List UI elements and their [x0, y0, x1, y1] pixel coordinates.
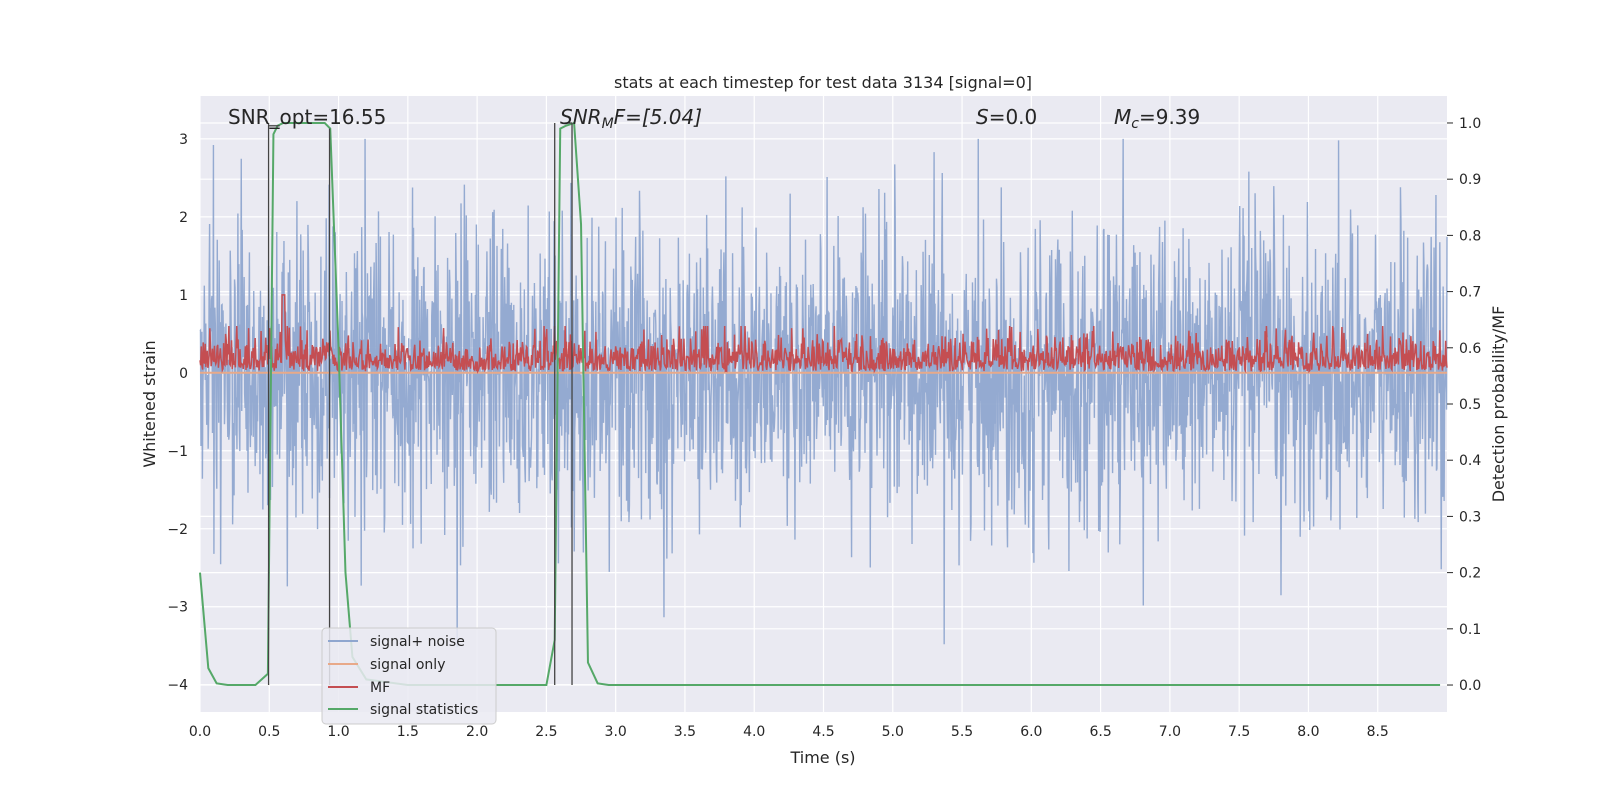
- y-right-tick-label: 0.1: [1459, 622, 1481, 638]
- annotation-snr-mf: SNRMF=[5.04]: [560, 105, 702, 132]
- annotation-snr-mf-rest-f: F=[5.04]: [614, 105, 702, 129]
- y-right-tick-label: 0.4: [1459, 453, 1481, 469]
- legend: signal+ noise signal only MF signal stat…: [321, 627, 497, 725]
- y-right-ticks: 0.0 0.1 0.2 0.3 0.4 0.5 0.6 0.7 0.8 0.9 1.0: [1447, 116, 1481, 694]
- legend-box: [321, 627, 497, 725]
- annotation-snr-mf-sub: M: [602, 116, 614, 132]
- x-axis-label: Time (s): [789, 748, 855, 767]
- y-tick-label: −3: [167, 600, 188, 616]
- x-tick-label: 3.5: [674, 724, 696, 740]
- y-right-tick-label: 0.5: [1459, 397, 1481, 413]
- legend-label-signal-statistics: signal statistics: [370, 702, 478, 718]
- y-tick-label: 1: [179, 288, 188, 304]
- x-tick-label: 6.0: [1020, 724, 1042, 740]
- x-tick-label: 8.5: [1367, 724, 1389, 740]
- y-right-tick-label: 0.9: [1459, 172, 1481, 188]
- y-tick-label: 0: [179, 366, 188, 382]
- y-tick-label: −2: [167, 522, 188, 538]
- x-tick-label: 2.0: [466, 724, 488, 740]
- y-right-tick-label: 1.0: [1459, 116, 1481, 132]
- y-right-tick-label: 0.7: [1459, 285, 1481, 301]
- y-right-tick-label: 0.6: [1459, 341, 1481, 357]
- x-tick-label: 1.0: [327, 724, 349, 740]
- legend-label-mf: MF: [370, 680, 390, 696]
- x-tick-label: 2.5: [535, 724, 557, 740]
- x-tick-label: 4.5: [812, 724, 834, 740]
- annotation-snr-opt: SNR_opt=16.55: [228, 105, 386, 129]
- annotation-mc-sub: c: [1131, 116, 1139, 132]
- x-tick-label: 7.5: [1228, 724, 1250, 740]
- annotation-s-value: =0.0: [989, 105, 1038, 129]
- y-right-tick-label: 0.3: [1459, 509, 1481, 525]
- y-right-tick-label: 0.0: [1459, 678, 1481, 694]
- series-mf-line: [199, 294, 1448, 374]
- annotation-mc-value: =9.39: [1139, 105, 1200, 129]
- y-right-tick-label: 0.8: [1459, 228, 1481, 244]
- x-tick-label: 5.5: [951, 724, 973, 740]
- annotation-s-label: S: [976, 105, 989, 129]
- y-tick-label: −4: [167, 678, 188, 694]
- x-tick-label: 0.5: [258, 724, 280, 740]
- x-ticks: 0.0 0.5 1.0 1.5 2.0 2.5 3.0 3.5 4.0 4.5 5.0 5.5 6.0 6…: [189, 724, 1389, 740]
- chart-title: stats at each timestep for test data 313…: [614, 73, 1032, 92]
- y-right-tick-label: 0.2: [1459, 566, 1481, 582]
- legend-label-signal-only: signal only: [370, 657, 445, 673]
- x-tick-label: 5.0: [882, 724, 904, 740]
- x-tick-label: 0.0: [189, 724, 211, 740]
- x-tick-label: 6.5: [1089, 724, 1111, 740]
- y-axis-label: Whitened strain: [140, 340, 159, 467]
- y-tick-label: 2: [179, 210, 188, 226]
- x-tick-label: 4.0: [743, 724, 765, 740]
- y-tick-label: −1: [167, 444, 188, 460]
- annotation-s: S=0.0: [976, 105, 1037, 129]
- x-tick-label: 3.0: [605, 724, 627, 740]
- y-right-axis-label: Detection probability/MF: [1489, 306, 1508, 503]
- y-ticks: −4 −3 −2 −1 0 1 2 3: [167, 132, 188, 694]
- annotation-snr-mf-base: SNR: [560, 105, 602, 129]
- annotation-mc-base: M: [1114, 105, 1131, 129]
- legend-label-signal-noise: signal+ noise: [370, 634, 465, 650]
- series-signal-noise-line: [199, 138, 1448, 648]
- x-tick-label: 7.0: [1159, 724, 1181, 740]
- x-tick-label: 8.0: [1297, 724, 1319, 740]
- markers: [267, 122, 573, 686]
- annotation-mc: Mc=9.39: [1114, 105, 1200, 132]
- y-tick-label: 3: [179, 132, 188, 148]
- x-tick-label: 1.5: [397, 724, 419, 740]
